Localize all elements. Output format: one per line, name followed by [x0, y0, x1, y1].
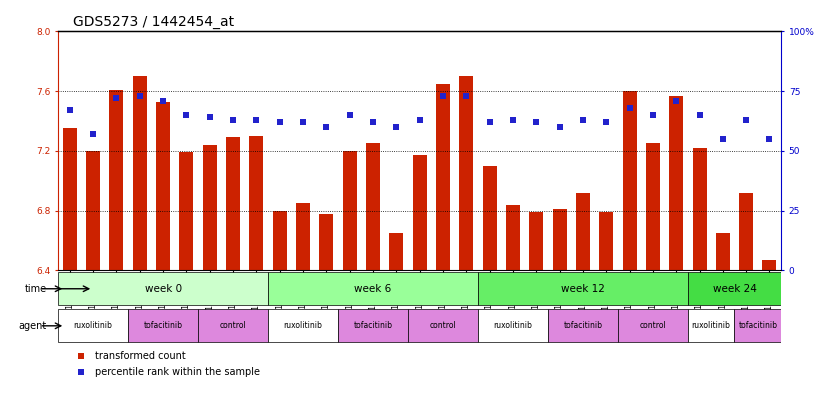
Text: control: control	[219, 321, 247, 330]
Text: week 12: week 12	[561, 284, 605, 294]
Point	[576, 117, 589, 123]
FancyBboxPatch shape	[338, 309, 408, 342]
Bar	[63, 129, 76, 270]
Text: GDS5273 / 1442454_at: GDS5273 / 1442454_at	[72, 15, 234, 29]
Bar	[553, 209, 567, 270]
Point	[740, 117, 753, 123]
FancyBboxPatch shape	[548, 309, 618, 342]
Point	[366, 119, 380, 125]
Point	[460, 93, 473, 99]
Bar	[599, 212, 613, 270]
FancyBboxPatch shape	[688, 309, 735, 342]
Text: tofacitinib: tofacitinib	[353, 321, 392, 330]
Point	[297, 119, 310, 125]
Point	[110, 95, 123, 101]
FancyBboxPatch shape	[478, 309, 548, 342]
FancyBboxPatch shape	[618, 309, 688, 342]
Text: time: time	[24, 284, 47, 294]
Bar	[110, 90, 124, 270]
FancyBboxPatch shape	[268, 309, 338, 342]
FancyBboxPatch shape	[58, 309, 128, 342]
Text: week 6: week 6	[354, 284, 391, 294]
Text: week 0: week 0	[145, 284, 182, 294]
FancyBboxPatch shape	[688, 272, 781, 305]
Point	[390, 124, 403, 130]
Bar	[296, 203, 310, 270]
Bar	[249, 136, 263, 270]
Point	[483, 119, 496, 125]
Point	[623, 105, 637, 111]
Point	[320, 124, 333, 130]
FancyBboxPatch shape	[128, 309, 198, 342]
Bar	[86, 151, 101, 270]
Point	[179, 112, 193, 118]
Text: ruxolitinib: ruxolitinib	[494, 321, 533, 330]
Text: ruxolitinib: ruxolitinib	[691, 321, 730, 330]
Point	[647, 112, 660, 118]
Bar	[646, 143, 660, 270]
Bar	[715, 233, 730, 270]
Point	[63, 107, 76, 114]
Bar	[576, 193, 590, 270]
Bar	[390, 233, 403, 270]
Point	[343, 112, 356, 118]
Text: tofacitinib: tofacitinib	[738, 321, 777, 330]
Text: control: control	[430, 321, 456, 330]
Text: tofacitinib: tofacitinib	[563, 321, 602, 330]
Point	[250, 117, 263, 123]
Point	[600, 119, 613, 125]
Bar	[739, 193, 753, 270]
Bar	[156, 101, 170, 270]
Bar	[506, 205, 520, 270]
Bar	[483, 166, 497, 270]
Point	[133, 93, 146, 99]
Bar	[203, 145, 217, 270]
Text: percentile rank within the sample: percentile rank within the sample	[96, 367, 260, 377]
Point	[716, 136, 730, 142]
Bar	[319, 213, 333, 270]
Text: control: control	[640, 321, 666, 330]
Text: ruxolitinib: ruxolitinib	[74, 321, 112, 330]
Text: transformed count: transformed count	[96, 351, 186, 361]
Point	[156, 97, 170, 104]
FancyBboxPatch shape	[408, 309, 478, 342]
Bar	[763, 260, 776, 270]
Point	[413, 117, 426, 123]
Point	[273, 119, 287, 125]
Bar	[622, 91, 637, 270]
Bar	[366, 143, 380, 270]
Point	[529, 119, 543, 125]
Point	[203, 114, 216, 121]
Point	[553, 124, 566, 130]
Point	[670, 97, 683, 104]
Bar	[133, 76, 147, 270]
FancyBboxPatch shape	[198, 309, 268, 342]
FancyBboxPatch shape	[478, 272, 688, 305]
Bar	[226, 138, 240, 270]
Bar	[273, 211, 287, 270]
Point	[75, 369, 88, 375]
Point	[506, 117, 519, 123]
Bar	[692, 148, 706, 270]
FancyBboxPatch shape	[268, 272, 478, 305]
Text: tofacitinib: tofacitinib	[144, 321, 183, 330]
Point	[436, 93, 450, 99]
Bar	[413, 155, 426, 270]
Point	[763, 136, 776, 142]
Text: week 24: week 24	[712, 284, 756, 294]
Bar	[460, 76, 474, 270]
FancyBboxPatch shape	[58, 272, 268, 305]
Bar	[529, 212, 543, 270]
Point	[226, 117, 239, 123]
Point	[693, 112, 706, 118]
Bar	[669, 95, 683, 270]
Bar	[179, 152, 194, 270]
Bar	[342, 151, 356, 270]
Bar	[436, 84, 450, 270]
Text: ruxolitinib: ruxolitinib	[283, 321, 322, 330]
Point	[75, 353, 88, 359]
Point	[86, 131, 100, 137]
FancyBboxPatch shape	[735, 309, 781, 342]
Text: agent: agent	[18, 321, 47, 331]
